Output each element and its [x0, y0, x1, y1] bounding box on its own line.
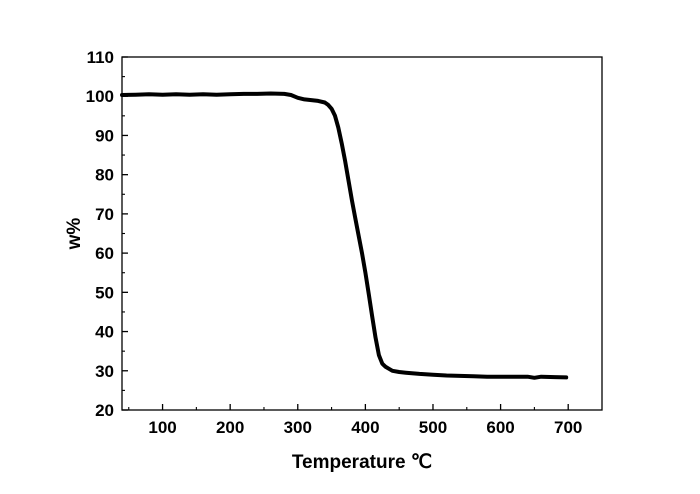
- series-layer: [120, 91, 569, 380]
- y-tick-label: 70: [95, 205, 114, 224]
- x-tick-label: 600: [486, 418, 514, 437]
- x-tick-label: 200: [216, 418, 244, 437]
- y-tick-label: 100: [86, 87, 114, 106]
- tick-labels: 100 200 300 400 500 600 700 20 30 40 50 60 70 80 90 100…: [86, 48, 583, 437]
- plot-frame: [121, 56, 603, 411]
- y-tick-label: 20: [95, 401, 114, 420]
- y-tick-label: 30: [95, 362, 114, 381]
- x-tick-label: 100: [148, 418, 176, 437]
- x-axis-label: Temperature ℃: [292, 452, 432, 473]
- x-tick-label: 400: [351, 418, 379, 437]
- axis-ticks: [122, 56, 569, 411]
- y-tick-label: 110: [87, 48, 114, 67]
- y-tick-label: 40: [95, 323, 114, 342]
- y-tick-label: 90: [95, 126, 114, 145]
- y-axis-label: w%: [64, 218, 85, 251]
- x-tick-label: 300: [284, 418, 312, 437]
- series-line: [120, 91, 569, 380]
- y-tick-label: 80: [95, 166, 114, 185]
- x-tick-label: 700: [554, 418, 582, 437]
- y-tick-label: 60: [95, 244, 114, 263]
- y-tick-label: 50: [95, 283, 114, 302]
- plot-border: [121, 56, 603, 411]
- x-tick-label: 500: [419, 418, 447, 437]
